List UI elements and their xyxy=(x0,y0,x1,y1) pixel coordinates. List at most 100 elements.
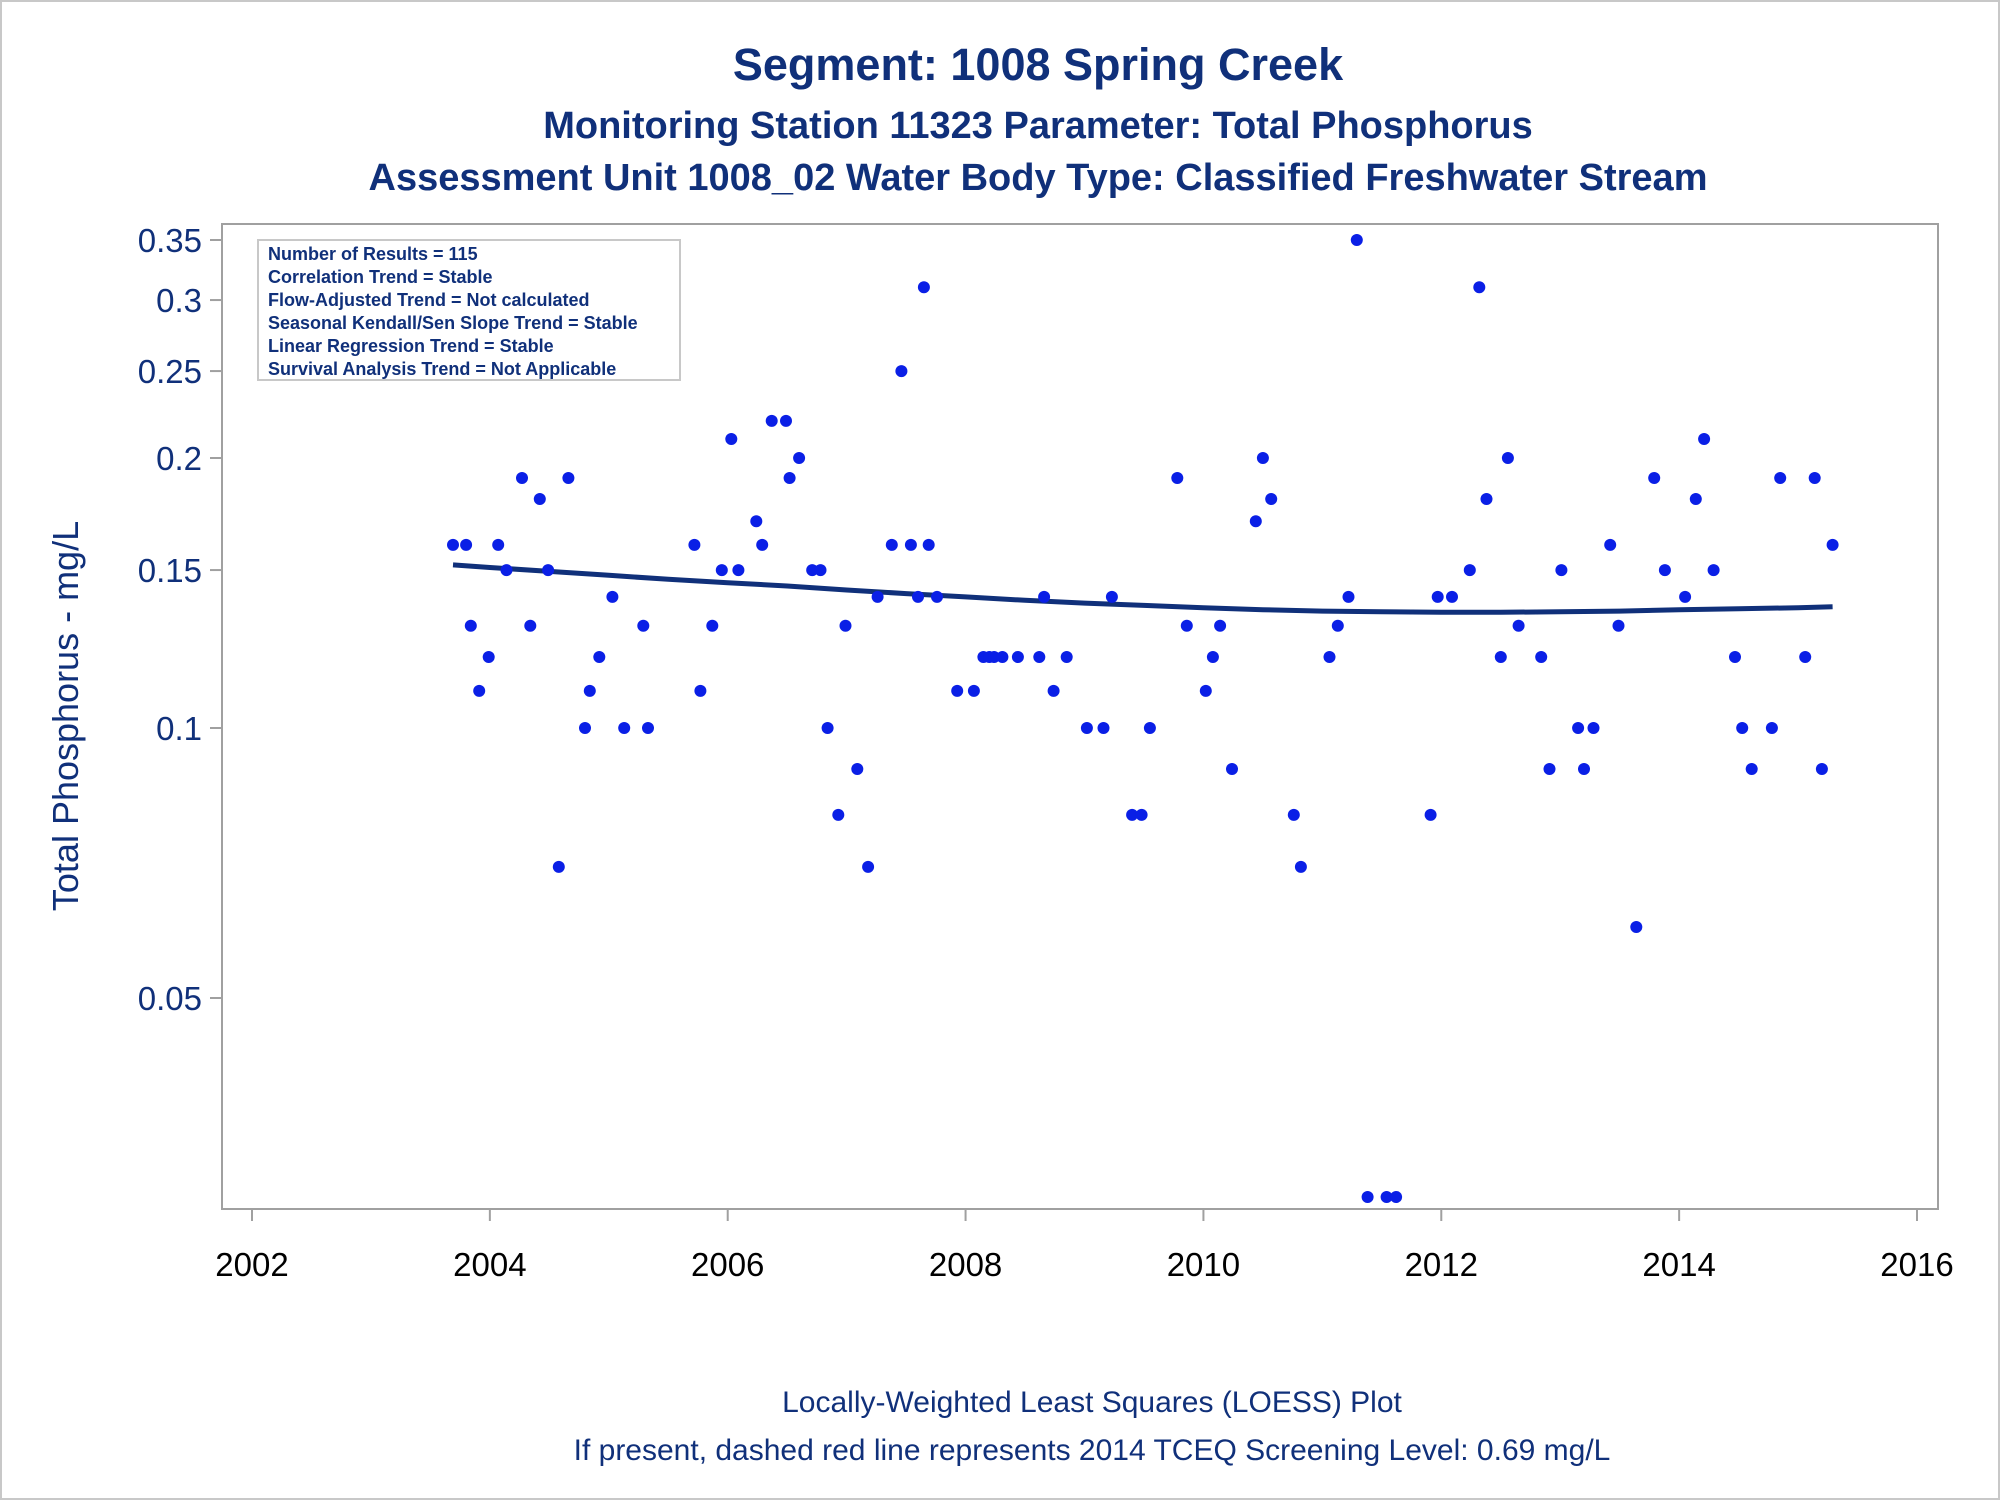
data-point xyxy=(1135,808,1148,821)
data-point xyxy=(821,722,834,734)
stats-flow-adjusted-trend: Flow-Adjusted Trend = Not calculated xyxy=(268,290,590,310)
y-tick-label: 0.3 xyxy=(156,282,202,319)
data-point xyxy=(1808,472,1821,484)
footnote-screening-level: If present, dashed red line represents 2… xyxy=(574,1434,1611,1467)
data-point xyxy=(706,619,719,632)
data-point xyxy=(1799,651,1812,663)
data-point xyxy=(583,684,596,697)
data-point xyxy=(1826,538,1839,551)
y-tick-label: 0.05 xyxy=(138,980,202,1017)
data-point xyxy=(1350,234,1363,246)
data-point xyxy=(1648,472,1661,484)
data-point xyxy=(1206,651,1219,663)
data-point xyxy=(1612,619,1625,632)
data-point xyxy=(492,538,505,551)
stats-linear-regression-trend: Linear Regression Trend = Stable xyxy=(268,336,554,356)
y-tick-label: 0.15 xyxy=(138,552,202,589)
data-point xyxy=(552,860,565,873)
data-point xyxy=(500,564,513,577)
plot-area xyxy=(221,223,1939,1210)
chart-title: Segment: 1008 Spring Creek xyxy=(733,39,1344,90)
data-point xyxy=(1256,452,1269,464)
data-point xyxy=(895,365,908,378)
stats-seasonal-kendall-trend: Seasonal Kendall/Sen Slope Trend = Stabl… xyxy=(268,313,638,333)
stats-number-of-results: Number of Results = 115 xyxy=(268,244,478,264)
data-point xyxy=(1390,1191,1403,1203)
data-point xyxy=(1080,722,1093,734)
data-point xyxy=(1774,472,1787,484)
data-point xyxy=(447,538,459,551)
data-point xyxy=(1033,651,1046,663)
data-point xyxy=(839,619,852,632)
x-tick-label: 2004 xyxy=(453,1246,526,1283)
data-point xyxy=(1171,472,1184,484)
data-point xyxy=(885,538,898,551)
data-point xyxy=(1658,564,1671,577)
data-point xyxy=(1214,619,1227,632)
data-point xyxy=(1180,619,1193,632)
stats-legend-box: Number of Results = 115 Correlation Tren… xyxy=(257,239,681,381)
data-point xyxy=(904,538,917,551)
data-point xyxy=(1707,564,1720,577)
stats-correlation-trend: Correlation Trend = Stable xyxy=(268,267,493,287)
data-point xyxy=(988,651,1001,663)
data-point xyxy=(1431,590,1444,603)
data-point xyxy=(593,651,606,663)
data-point xyxy=(1679,590,1692,603)
data-point xyxy=(756,538,769,551)
data-point xyxy=(951,684,964,697)
data-point xyxy=(1572,722,1585,734)
x-tick-label: 2006 xyxy=(691,1246,764,1283)
data-point xyxy=(1446,590,1458,603)
data-point xyxy=(1097,722,1110,734)
data-point xyxy=(1226,763,1238,775)
chart-subtitle-station: Monitoring Station 11323 Parameter: Tota… xyxy=(543,105,1533,147)
data-point xyxy=(1512,619,1525,632)
stats-survival-analysis-trend: Survival Analysis Trend = Not Applicable xyxy=(268,359,616,379)
data-point xyxy=(562,472,575,484)
y-axis-label: Total Phosphorus - mg/L xyxy=(45,521,86,911)
data-point xyxy=(460,538,473,551)
data-points xyxy=(447,234,1839,1203)
y-tick-label: 0.2 xyxy=(156,440,202,477)
data-point xyxy=(1555,564,1568,577)
data-point xyxy=(464,619,477,632)
data-point xyxy=(1331,619,1344,632)
data-point xyxy=(1323,651,1336,663)
stats-legend-frame xyxy=(257,239,681,381)
data-point xyxy=(862,860,875,873)
data-point xyxy=(765,414,778,427)
data-point xyxy=(606,590,619,603)
data-point xyxy=(931,590,943,603)
data-point xyxy=(1698,433,1711,445)
data-point xyxy=(694,684,707,697)
data-point xyxy=(715,564,728,577)
data-point xyxy=(851,763,864,775)
data-point xyxy=(1604,538,1617,551)
data-point xyxy=(524,619,537,632)
data-point xyxy=(814,564,827,577)
data-point xyxy=(1463,564,1476,577)
data-point xyxy=(618,722,631,734)
data-point xyxy=(1815,763,1828,775)
data-point xyxy=(637,619,650,632)
data-point xyxy=(1294,860,1307,873)
x-tick-label: 2008 xyxy=(929,1246,1002,1283)
x-tick-label: 2016 xyxy=(1880,1246,1953,1283)
data-point xyxy=(1380,1191,1393,1203)
data-point xyxy=(642,722,654,734)
data-point xyxy=(1249,515,1262,528)
data-point xyxy=(871,590,884,603)
data-point xyxy=(1287,808,1300,821)
data-point xyxy=(1105,590,1118,603)
data-point xyxy=(1535,651,1548,663)
data-point xyxy=(832,808,845,821)
data-point xyxy=(688,538,701,551)
data-point xyxy=(996,651,1009,663)
footnote-loess: Locally-Weighted Least Squares (LOESS) P… xyxy=(782,1386,1402,1419)
data-point xyxy=(516,472,528,484)
data-point xyxy=(922,538,935,551)
data-point xyxy=(1199,684,1212,697)
data-point xyxy=(533,493,546,505)
data-point xyxy=(1011,651,1024,663)
